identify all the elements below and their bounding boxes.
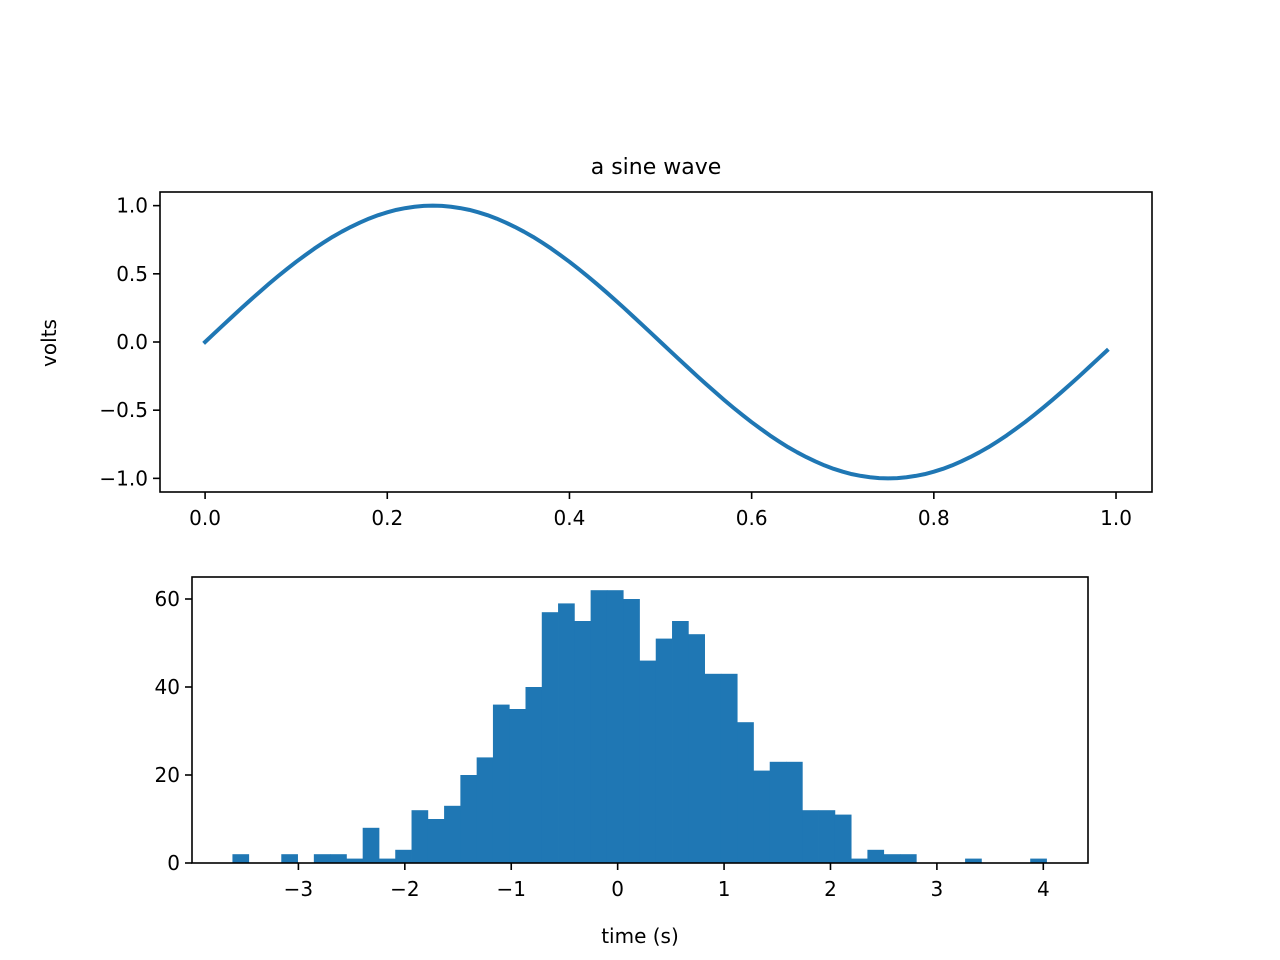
y-tick-label: 0.0 (116, 330, 148, 354)
histogram-bar (574, 621, 592, 863)
histogram-bar (395, 849, 412, 863)
sine-axes: a sine wave volts 0.0 0.2 0.4 0.6 0.8 1.0 −1.0… (37, 155, 1153, 530)
histogram-bar (785, 761, 803, 863)
histogram-bar (672, 621, 689, 863)
histogram-bar (883, 854, 901, 863)
x-tick-label: 0.2 (371, 506, 403, 530)
histogram-bar (802, 810, 819, 863)
histogram-bar (558, 603, 575, 863)
histogram-bar (769, 761, 787, 863)
x-tick-label: 4 (1037, 877, 1050, 901)
histogram-bar (444, 805, 461, 863)
histogram-bar (362, 827, 380, 863)
y-tick-label: 0 (167, 851, 180, 875)
sine-title: a sine wave (591, 155, 722, 180)
histogram-bar (232, 854, 250, 863)
sine-axes-frame (159, 191, 1153, 493)
histogram-xlabel: time (s) (601, 924, 679, 948)
x-tick-label: 0.8 (918, 506, 950, 530)
x-tick-label: 2 (824, 877, 837, 901)
histogram-bar (688, 634, 705, 863)
histogram-bar (590, 590, 608, 863)
histogram-bar (834, 814, 852, 863)
histogram-bar (720, 673, 738, 863)
y-tick-label: 1.0 (116, 194, 148, 218)
histogram-bar (313, 854, 331, 863)
histogram-bar (525, 687, 543, 863)
histogram-bar (378, 858, 396, 863)
histogram-bar (476, 757, 494, 863)
y-tick-label: −1.0 (99, 466, 148, 490)
x-tick-label: 0.0 (189, 506, 221, 530)
histogram-bar (1030, 858, 1047, 863)
histogram-bar (965, 858, 982, 863)
histogram-bar (492, 704, 510, 863)
y-tick-label: −0.5 (99, 398, 148, 422)
histogram-bar (639, 660, 657, 863)
histogram-bar (281, 854, 298, 863)
x-tick-label: 1 (718, 877, 731, 901)
sine-ylabel: volts (37, 319, 61, 367)
sine-line (202, 203, 1110, 481)
histogram-bar (541, 612, 559, 863)
histogram-bar (899, 854, 917, 863)
x-tick-label: 3 (931, 877, 944, 901)
histogram-bar (623, 599, 640, 863)
x-tick-label: −3 (284, 877, 313, 901)
histogram-axes-frame (191, 576, 1089, 864)
histogram-bar (460, 775, 478, 863)
histogram-bar (851, 858, 868, 863)
histogram-bar (704, 673, 722, 863)
histogram-bar (655, 638, 673, 863)
y-tick-label: 40 (155, 675, 180, 699)
x-tick-label: 0 (611, 877, 624, 901)
histogram-bar (427, 819, 445, 863)
histogram-bar (737, 722, 754, 863)
histogram-bar (346, 858, 364, 863)
y-tick-label: 60 (155, 587, 180, 611)
x-tick-label: 0.6 (736, 506, 768, 530)
y-tick-label: 20 (155, 763, 180, 787)
histogram-bar (509, 709, 526, 863)
histogram-bar (606, 590, 624, 863)
histogram-bar (818, 810, 836, 863)
x-tick-label: 0.4 (554, 506, 586, 530)
histogram-bar (411, 810, 429, 863)
x-tick-label: −1 (496, 877, 525, 901)
histogram-bar (330, 854, 347, 863)
x-tick-label: 1.0 (1100, 506, 1132, 530)
y-tick-label: 0.5 (116, 262, 148, 286)
x-tick-label: −2 (390, 877, 419, 901)
histogram-bar (867, 849, 885, 863)
histogram-bar (753, 770, 771, 863)
